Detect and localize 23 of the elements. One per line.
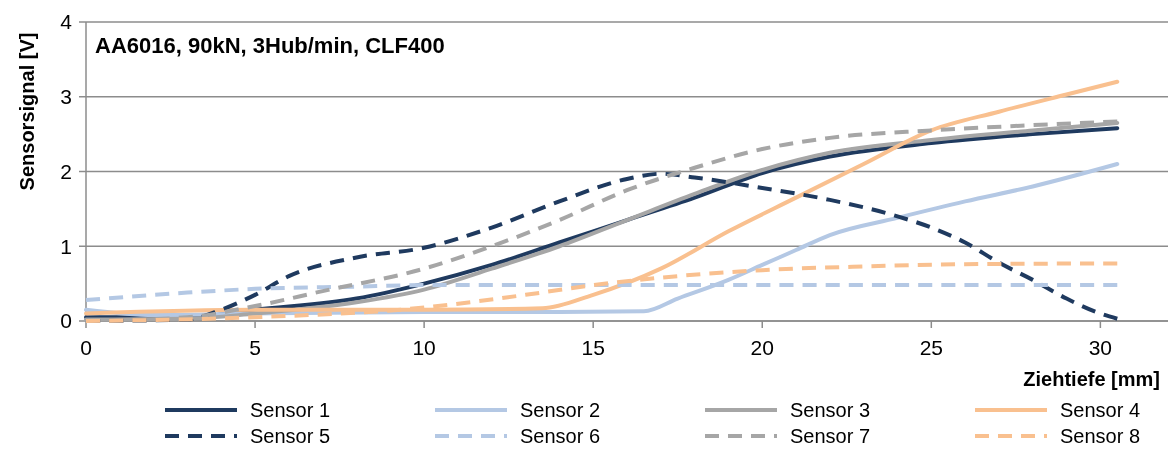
x-tick-label: 5 bbox=[249, 336, 261, 359]
x-tick-label: 30 bbox=[1088, 336, 1113, 359]
x-tick-label: 20 bbox=[750, 336, 774, 359]
legend-label: Sensor 6 bbox=[520, 425, 601, 447]
y-tick-label: 0 bbox=[60, 309, 72, 333]
x-tick-label: 10 bbox=[412, 336, 436, 359]
x-tick-label: 25 bbox=[919, 336, 943, 359]
legend-label: Sensor 5 bbox=[250, 425, 331, 447]
y-tick-label: 2 bbox=[60, 159, 72, 183]
legend-label: Sensor 3 bbox=[790, 399, 871, 421]
y-tick-label: 4 bbox=[60, 10, 73, 34]
x-tick-label: 15 bbox=[581, 336, 605, 359]
text: AA6016, 90kN, 3Hub/min, CLF400 bbox=[95, 33, 445, 58]
legend-label: Sensor 8 bbox=[1060, 425, 1141, 447]
x-axis-title: Ziehtiefe [mm] bbox=[1023, 368, 1160, 390]
legend-label: Sensor 7 bbox=[790, 425, 871, 447]
legend-label: Sensor 4 bbox=[1060, 399, 1141, 421]
x-tick-label: 0 bbox=[80, 336, 92, 359]
y-axis-title: Sensorsignal [V] bbox=[16, 32, 38, 191]
legend-label: Sensor 1 bbox=[250, 399, 331, 421]
legend-label: Sensor 2 bbox=[520, 399, 601, 421]
y-tick-label: 3 bbox=[60, 85, 72, 109]
y-tick-label: 1 bbox=[60, 234, 72, 258]
